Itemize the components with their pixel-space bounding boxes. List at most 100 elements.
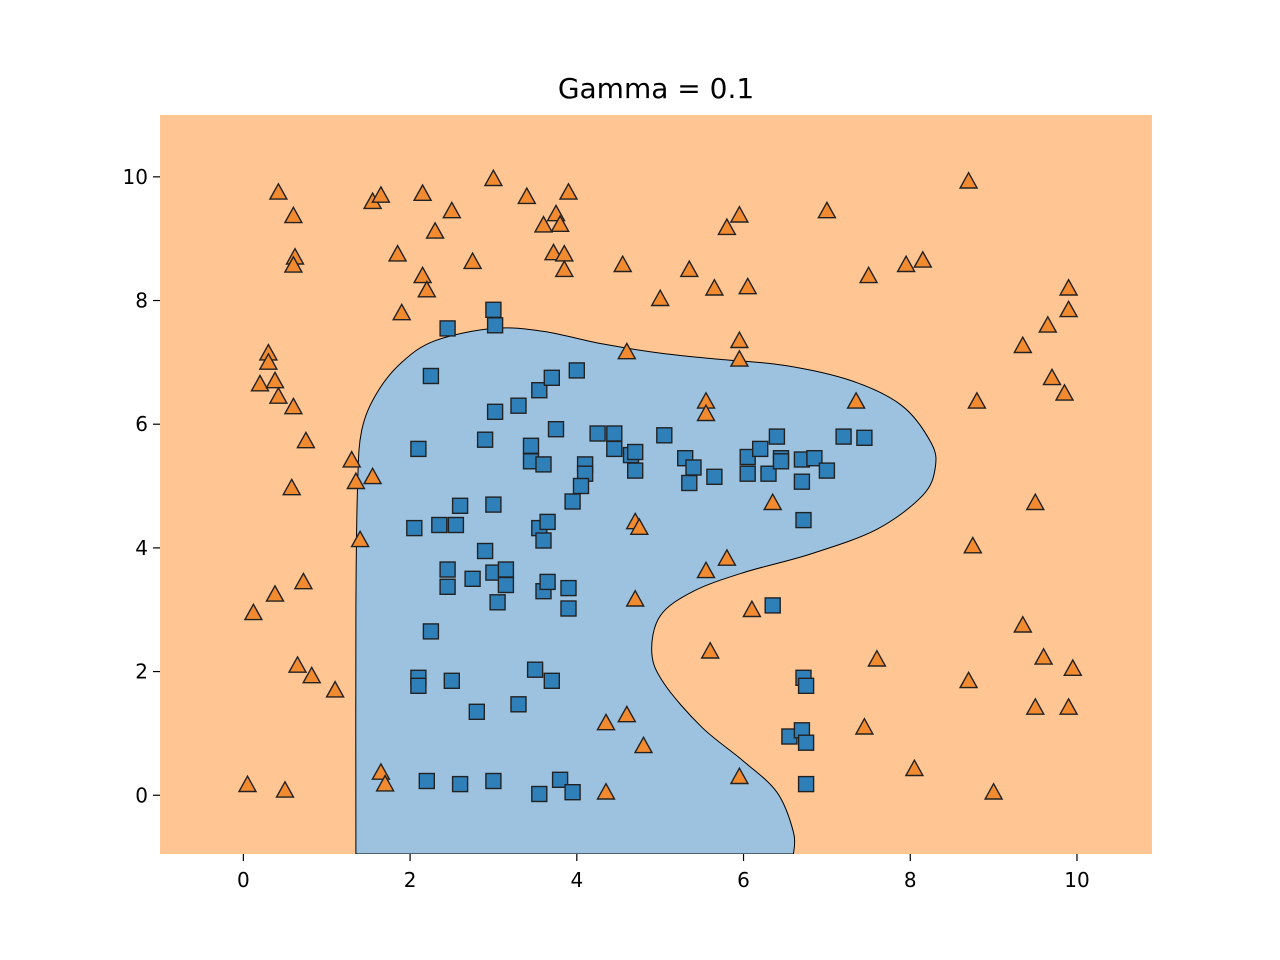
- square-marker: [739, 465, 756, 482]
- square-marker: [560, 600, 577, 617]
- triangle-marker: [596, 712, 616, 731]
- square-marker: [772, 453, 790, 470]
- square-marker: [760, 465, 777, 482]
- triangle-marker: [350, 529, 370, 548]
- triangle-marker: [963, 536, 983, 554]
- triangle-marker: [983, 782, 1004, 800]
- triangle-marker: [913, 250, 933, 268]
- square-marker: [795, 511, 812, 529]
- square-marker: [764, 597, 781, 614]
- triangle-marker: [958, 171, 979, 189]
- x-tick-label: 0: [237, 868, 250, 892]
- triangle-marker: [1058, 697, 1079, 715]
- square-marker: [835, 428, 852, 445]
- square-marker: [468, 703, 485, 720]
- square-marker: [539, 573, 556, 591]
- square-marker: [439, 578, 456, 595]
- square-marker: [439, 561, 456, 578]
- square-marker: [797, 775, 815, 793]
- square-marker: [547, 421, 565, 438]
- square-marker: [560, 579, 577, 597]
- triangle-marker: [554, 259, 574, 278]
- triangle-marker: [617, 704, 637, 723]
- square-marker: [656, 427, 673, 444]
- square-marker: [489, 594, 506, 611]
- triangle-marker: [258, 352, 279, 370]
- square-marker: [564, 493, 581, 510]
- triangle-marker: [550, 214, 570, 233]
- square-marker: [768, 428, 786, 445]
- triangle-marker: [325, 680, 345, 698]
- triangle-marker: [371, 185, 391, 203]
- triangle-marker: [442, 200, 462, 219]
- triangle-marker: [867, 649, 887, 667]
- triangle-marker: [237, 774, 258, 793]
- square-marker: [797, 734, 815, 751]
- x-tick-label: 4: [570, 868, 583, 892]
- square-marker: [564, 784, 581, 801]
- square-marker: [447, 516, 465, 534]
- square-marker: [752, 440, 769, 458]
- triangle-marker: [717, 217, 737, 236]
- triangle-marker: [517, 186, 537, 205]
- square-marker: [535, 456, 552, 473]
- triangle-marker: [483, 168, 504, 187]
- y-tick-label: 0: [135, 783, 148, 807]
- triangle-marker: [738, 276, 758, 295]
- triangle-marker: [704, 278, 725, 296]
- y-axis: 0 2 4 6 8 10: [123, 165, 160, 807]
- triangle-marker: [1025, 697, 1045, 715]
- triangle-marker: [633, 735, 654, 754]
- triangle-marker: [283, 396, 304, 415]
- triangle-marker: [679, 259, 699, 278]
- triangle-marker: [763, 492, 783, 511]
- triangle-marker: [265, 584, 285, 602]
- square-marker: [406, 519, 423, 537]
- triangle-marker: [1058, 278, 1079, 296]
- square-marker: [589, 425, 606, 442]
- square-marker: [497, 561, 515, 578]
- square-marker: [443, 672, 460, 689]
- square-marker: [797, 677, 815, 694]
- triangle-marker: [462, 251, 483, 270]
- square-marker: [410, 440, 427, 458]
- square-marker: [526, 661, 544, 678]
- triangle-marker: [412, 183, 433, 202]
- triangle-marker: [342, 450, 362, 468]
- triangle-marker: [729, 349, 750, 367]
- triangle-marker: [904, 758, 925, 777]
- triangle-marker: [533, 215, 554, 233]
- square-marker: [706, 468, 723, 485]
- triangle-marker: [650, 288, 670, 307]
- triangle-marker: [392, 302, 412, 321]
- square-marker: [476, 431, 494, 448]
- square-marker: [486, 317, 504, 334]
- square-marker: [510, 397, 527, 414]
- x-tick-label: 8: [904, 868, 917, 892]
- square-marker: [431, 516, 448, 534]
- triangle-marker: [967, 391, 987, 409]
- square-marker: [856, 429, 873, 446]
- square-marker: [522, 437, 540, 454]
- triangle-marker: [250, 374, 270, 392]
- x-tick-label: 6: [737, 868, 750, 892]
- triangle-marker: [696, 403, 716, 422]
- triangle-marker: [617, 341, 637, 360]
- x-tick-label: 2: [404, 868, 417, 892]
- triangle-marker: [293, 571, 314, 590]
- triangle-marker: [1054, 383, 1075, 401]
- triangle-marker: [613, 254, 633, 273]
- triangle-marker: [729, 205, 750, 223]
- triangle-marker: [1042, 367, 1062, 386]
- square-marker: [422, 367, 440, 385]
- triangle-marker: [846, 391, 866, 409]
- triangle-marker: [742, 599, 762, 618]
- square-marker: [543, 672, 560, 689]
- square-marker: [410, 677, 427, 694]
- plot-area: [160, 115, 1152, 854]
- square-marker: [439, 320, 456, 337]
- triangle-marker: [1025, 492, 1045, 511]
- square-marker: [793, 473, 811, 490]
- triangle-marker: [729, 766, 750, 785]
- square-marker: [627, 443, 644, 461]
